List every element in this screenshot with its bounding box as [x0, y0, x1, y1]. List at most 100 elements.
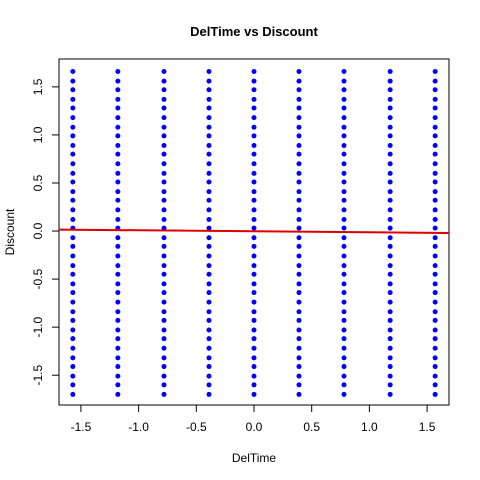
point: [251, 373, 257, 379]
point: [341, 68, 347, 74]
point: [115, 281, 121, 287]
point: [115, 327, 121, 333]
point: [432, 391, 438, 397]
point: [70, 317, 76, 323]
point: [341, 317, 347, 323]
point: [206, 299, 212, 305]
point: [341, 327, 347, 333]
point: [70, 170, 76, 176]
point: [432, 243, 438, 249]
point: [161, 299, 167, 305]
point: [115, 235, 121, 241]
point: [387, 281, 393, 287]
point: [115, 217, 121, 223]
y-tick-label: -0.5: [31, 268, 45, 289]
point: [115, 309, 121, 315]
point: [206, 87, 212, 93]
point: [432, 170, 438, 176]
x-tick-label: 1.0: [361, 420, 378, 434]
point: [387, 133, 393, 139]
point: [161, 271, 167, 277]
point: [115, 299, 121, 305]
point: [115, 87, 121, 93]
point: [341, 115, 347, 121]
point: [251, 263, 257, 269]
point: [206, 364, 212, 370]
point: [70, 87, 76, 93]
point: [115, 373, 121, 379]
point: [341, 243, 347, 249]
point: [387, 78, 393, 84]
point: [206, 235, 212, 241]
point: [296, 197, 302, 203]
point: [387, 271, 393, 277]
point: [161, 96, 167, 102]
point: [432, 78, 438, 84]
point: [161, 391, 167, 397]
point: [341, 124, 347, 130]
point: [70, 197, 76, 203]
point: [296, 133, 302, 139]
point: [341, 382, 347, 388]
point: [161, 364, 167, 370]
y-tick-label: 1.0: [31, 126, 45, 143]
point: [206, 179, 212, 185]
point: [432, 271, 438, 277]
point: [115, 115, 121, 121]
point: [387, 170, 393, 176]
x-axis-label: DelTime: [232, 451, 277, 465]
point: [115, 68, 121, 74]
point: [251, 133, 257, 139]
point: [161, 68, 167, 74]
point: [387, 143, 393, 148]
point: [296, 290, 302, 296]
point: [251, 105, 257, 111]
point: [161, 189, 167, 195]
point: [70, 161, 76, 167]
point: [70, 391, 76, 397]
point: [161, 115, 167, 121]
point: [206, 96, 212, 102]
point: [296, 243, 302, 249]
chart-title: DelTime vs Discount: [190, 24, 318, 39]
point: [251, 345, 257, 351]
point: [206, 327, 212, 333]
point: [70, 115, 76, 121]
point: [296, 143, 302, 148]
point: [161, 161, 167, 167]
point: [341, 271, 347, 277]
point: [251, 197, 257, 203]
x-tick-label: -0.5: [186, 420, 207, 434]
point: [341, 263, 347, 269]
point: [296, 161, 302, 167]
point: [296, 345, 302, 351]
point: [161, 179, 167, 185]
point: [251, 235, 257, 241]
point: [432, 96, 438, 102]
point: [206, 217, 212, 223]
point: [387, 179, 393, 185]
point: [387, 364, 393, 370]
x-tick-label: -1.5: [71, 420, 92, 434]
point: [387, 336, 393, 342]
point: [115, 207, 121, 213]
point: [115, 336, 121, 342]
point: [432, 124, 438, 130]
point: [251, 336, 257, 342]
point: [387, 68, 393, 74]
point: [70, 179, 76, 185]
point: [387, 87, 393, 93]
point: [432, 217, 438, 223]
point: [432, 235, 438, 241]
point: [161, 235, 167, 241]
point: [341, 309, 347, 315]
point: [251, 309, 257, 315]
point: [341, 151, 347, 157]
point: [161, 207, 167, 213]
point: [115, 271, 121, 277]
point: [206, 336, 212, 342]
point: [115, 243, 121, 249]
point: [387, 327, 393, 333]
point: [115, 355, 121, 361]
